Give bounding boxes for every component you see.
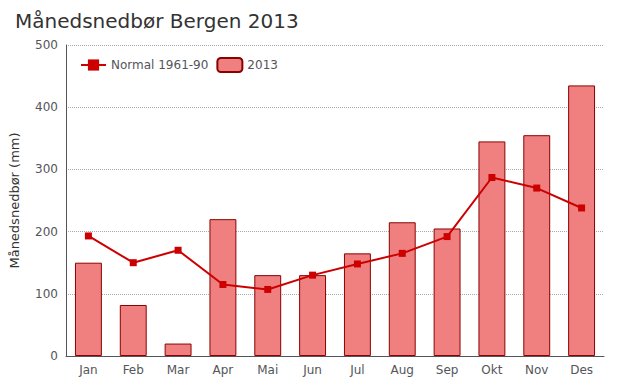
svg-text:2013: 2013 <box>247 58 278 72</box>
svg-text:Mai: Mai <box>257 363 278 377</box>
svg-text:400: 400 <box>35 100 58 114</box>
svg-text:Apr: Apr <box>213 363 234 377</box>
svg-text:Aug: Aug <box>391 363 414 377</box>
svg-text:Sep: Sep <box>436 363 459 377</box>
svg-text:Feb: Feb <box>123 363 144 377</box>
svg-text:0: 0 <box>50 349 58 363</box>
svg-text:200: 200 <box>35 225 58 239</box>
svg-text:100: 100 <box>35 287 58 301</box>
svg-text:Månedsnedbør Bergen 2013: Månedsnedbør Bergen 2013 <box>15 9 299 33</box>
svg-text:Normal 1961-90: Normal 1961-90 <box>111 58 208 72</box>
svg-text:Mar: Mar <box>167 363 190 377</box>
svg-text:Des: Des <box>570 363 593 377</box>
svg-text:Månedsnedbør (mm): Månedsnedbør (mm) <box>7 132 22 268</box>
svg-text:300: 300 <box>35 162 58 176</box>
svg-text:500: 500 <box>35 38 58 52</box>
svg-text:Jul: Jul <box>349 363 364 377</box>
svg-text:Jan: Jan <box>78 363 98 377</box>
svg-text:Okt: Okt <box>481 363 502 377</box>
svg-text:Nov: Nov <box>525 363 548 377</box>
svg-text:Jun: Jun <box>302 363 322 377</box>
